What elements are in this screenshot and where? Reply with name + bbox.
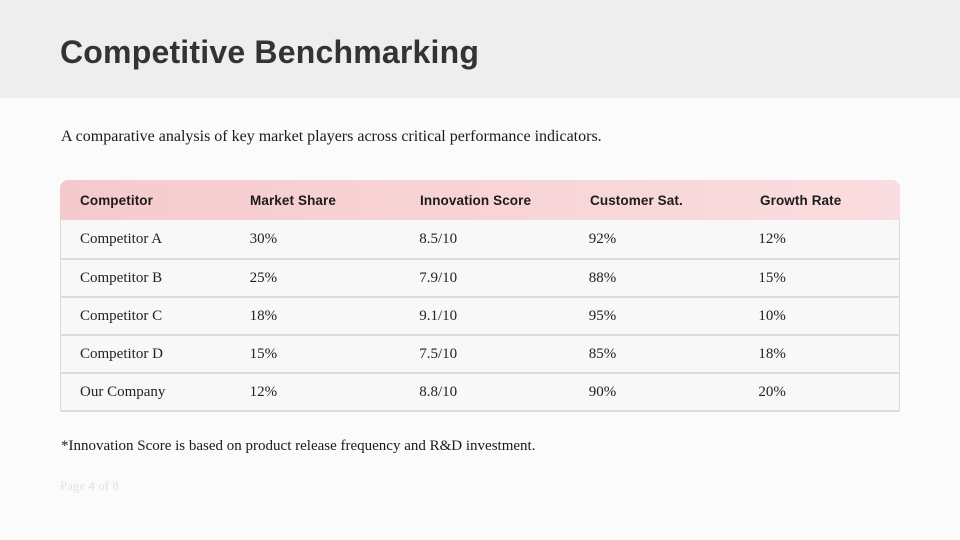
table-cell: 7.5/10 (419, 345, 458, 362)
table-body: Competitor A 30% 8.5/10 92% 12% Competitor B 2… (60, 220, 900, 412)
intro-text: A comparative analysis of key market pla… (61, 128, 602, 145)
table-cell: 15% (758, 269, 786, 286)
table-cell: 8.5/10 (419, 230, 458, 247)
page-number: Page 4 of 8 (60, 478, 119, 493)
table-row: Competitor B 25% 7.9/10 88% 15% (61, 258, 899, 296)
benchmark-table: Competitor Market Share Innovation Score Cu… (60, 180, 900, 412)
table-cell: Competitor C (80, 307, 163, 324)
table-cell: 7.9/10 (419, 269, 458, 286)
table-cell: Our Company (80, 383, 166, 400)
table-cell: 85% (588, 345, 617, 362)
table-cell: 25% (249, 269, 278, 286)
table-header-row: Competitor Market Share Innovation Score Cu… (60, 180, 900, 220)
table-cell: 30% (249, 230, 278, 247)
table-row: Competitor A 30% 8.5/10 92% 12% (61, 220, 899, 258)
table-cell: 12% (758, 230, 786, 247)
table-cell: 88% (588, 269, 617, 286)
footnote: *Innovation Score is based on product re… (61, 438, 536, 454)
table-cell: 95% (588, 307, 617, 324)
column-header: Competitor (80, 192, 153, 208)
table-cell: 10% (758, 307, 786, 324)
header-band: Competitive Benchmarking (0, 0, 960, 98)
page-title: Competitive Benchmarking (60, 34, 480, 70)
column-header: Customer Sat. (590, 192, 683, 208)
table-row: Our Company 12% 8.8/10 90% 20% (61, 372, 899, 410)
table-cell: Competitor B (80, 269, 163, 286)
table-cell: 15% (249, 345, 278, 362)
column-header: Innovation Score (420, 192, 532, 208)
table-cell: 12% (249, 383, 278, 400)
table-row: Competitor C 18% 9.1/10 95% 10% (61, 296, 899, 334)
table-cell: 8.8/10 (419, 383, 458, 400)
table-cell: Competitor D (80, 345, 163, 362)
table-cell: 18% (249, 307, 278, 324)
table-cell: 18% (758, 345, 786, 362)
table-cell: 92% (588, 230, 617, 247)
table-cell: Competitor A (80, 230, 163, 247)
table-cell: 20% (758, 383, 786, 400)
column-header: Market Share (250, 192, 336, 208)
table-row: Competitor D 15% 7.5/10 85% 18% (61, 334, 899, 372)
table-cell: 9.1/10 (419, 307, 458, 324)
column-header: Growth Rate (760, 192, 842, 208)
table-cell: 90% (588, 383, 617, 400)
